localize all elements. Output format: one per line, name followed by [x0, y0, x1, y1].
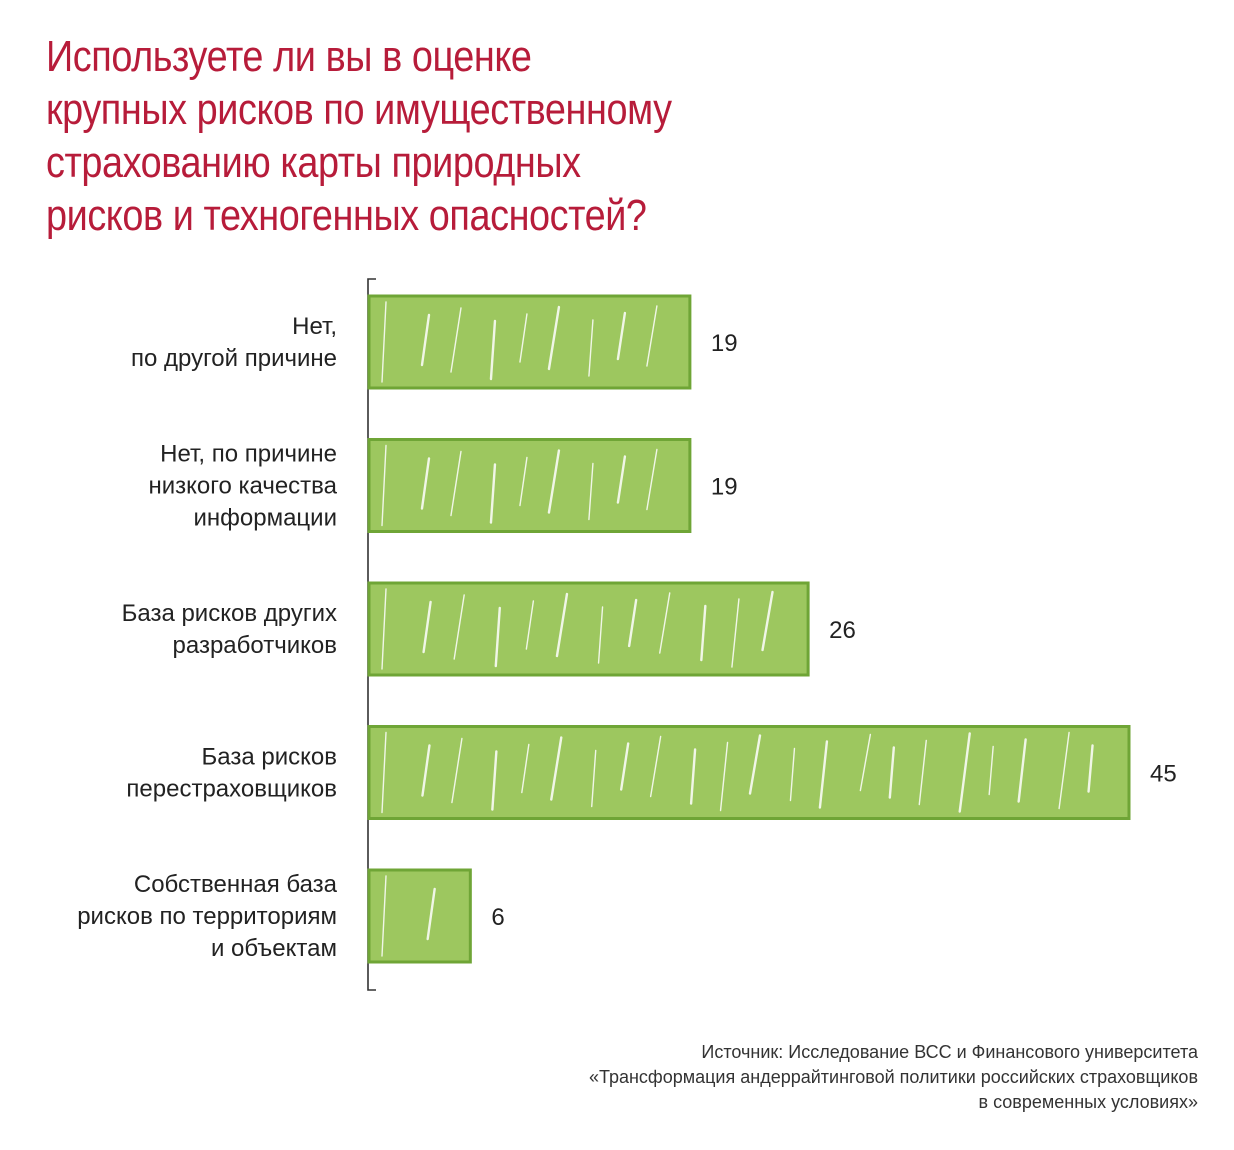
category-label: Нет, по другой причине	[131, 313, 337, 372]
chart-labels: 19 Нет, по другой причине 19 Нет, по причине…	[77, 313, 1177, 962]
bar	[367, 294, 692, 390]
bar-texture	[381, 301, 658, 383]
bar-texture	[381, 444, 658, 527]
chart-title-line: страхованию карты природных	[46, 138, 581, 187]
value-label: 26	[829, 617, 856, 644]
source-line: Источник: Исследование ВСС и Финансового…	[701, 1042, 1198, 1062]
source-line: в современных условиях»	[978, 1092, 1198, 1112]
source-line: «Трансформация андеррайтинговой политики…	[588, 1067, 1198, 1087]
bar-texture	[381, 588, 774, 670]
chart-title: Используете ли вы в оценке крупных риско…	[46, 30, 734, 242]
bar	[367, 438, 692, 533]
value-label: 19	[711, 474, 738, 501]
bar-texture	[381, 875, 436, 957]
bar	[367, 725, 1131, 820]
bar-texture	[381, 731, 1094, 814]
value-label: 45	[1150, 761, 1177, 788]
category-label: База рисков перестраховщиков	[126, 744, 337, 803]
chart-title-line: Используете ли вы в оценке	[46, 32, 532, 81]
value-label: 6	[491, 904, 504, 931]
source-note: Источник: Исследование ВСС и Финансового…	[589, 1040, 1198, 1115]
category-label: База рисков других разработчиков	[122, 600, 337, 659]
bar	[367, 581, 810, 677]
category-label: Собственная база рисков по территориям и о…	[77, 871, 337, 962]
chart-title-line: крупных рисков по имущественному	[46, 85, 672, 134]
chart-title-line: рисков и техногенных опасностей?	[46, 191, 647, 240]
value-label: 19	[711, 330, 738, 357]
chart-bars	[367, 294, 1131, 964]
category-label: Нет, по причине низкого качества информаци…	[148, 441, 337, 532]
